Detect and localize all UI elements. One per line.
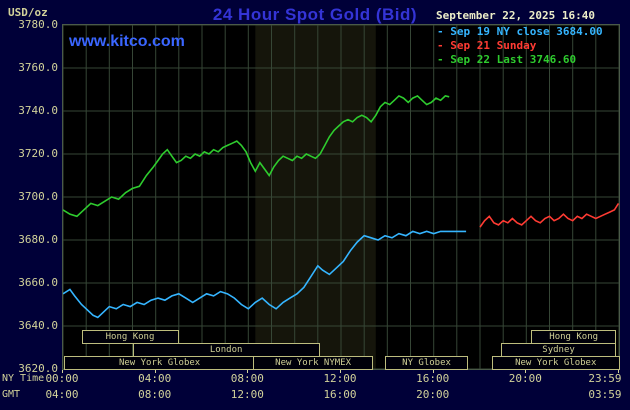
legend-item: - Sep 22 Last 3746.60 [437, 53, 577, 66]
y-tick-label: 3700.0 [18, 190, 58, 203]
y-axis-unit-label: USD/oz [8, 6, 48, 19]
plot-area: www.kitco.com Hong Kong Hong Kong London Sy… [62, 24, 620, 370]
x-tick-label: 08:00 [230, 372, 264, 385]
y-tick-label: 3620.0 [18, 362, 58, 375]
y-tick-label: 3640.0 [18, 319, 58, 332]
y-tick-label: 3780.0 [18, 18, 58, 31]
x-tick-label: 12:00 [230, 388, 264, 401]
y-tick-label: 3740.0 [18, 104, 58, 117]
x-tick-label: 16:00 [323, 388, 357, 401]
x-tick-label: 20:00 [508, 372, 542, 385]
x-tick-label: 16:00 [416, 372, 450, 385]
y-tick-label: 3760.0 [18, 61, 58, 74]
x-tick-label: 03:59 [588, 388, 622, 401]
y-tick-label: 3720.0 [18, 147, 58, 160]
x-tick-mark [525, 370, 527, 373]
ny-time-axis-label: NY Time [2, 373, 45, 384]
x-tick-label: 12:00 [323, 372, 357, 385]
kitco-link[interactable]: www.kitco.com [69, 33, 185, 50]
x-tick-label: 04:00 [138, 372, 172, 385]
legend-item: - Sep 19 NY close 3684.00 [437, 25, 603, 38]
price-line [63, 230, 467, 319]
price-chart-svg [63, 25, 619, 369]
x-tick-label: 04:00 [45, 388, 79, 401]
price-line [63, 94, 450, 218]
x-tick-mark [340, 370, 341, 373]
x-tick-label: 23:59 [588, 372, 622, 385]
y-tick-label: 3680.0 [18, 233, 58, 246]
x-tick-mark [62, 370, 63, 373]
x-tick-label: 20:00 [416, 388, 450, 401]
x-tick-mark [154, 370, 156, 373]
legend-item: - Sep 21 Sunday [437, 39, 537, 52]
legend: - Sep 19 NY close 3684.00- Sep 21 Sunday… [437, 25, 603, 67]
price-line [479, 202, 619, 228]
gmt-axis-label: GMT [2, 389, 21, 400]
x-tick-label: 08:00 [138, 388, 172, 401]
x-tick-mark [247, 370, 249, 373]
x-tick-label: 00:00 [45, 372, 79, 385]
x-tick-mark [617, 370, 619, 373]
chart-title: 24 Hour Spot Gold (Bid) [212, 5, 418, 24]
timestamp: September 22, 2025 16:40 [436, 9, 595, 22]
y-tick-label: 3660.0 [18, 276, 58, 289]
x-tick-mark [432, 370, 434, 373]
